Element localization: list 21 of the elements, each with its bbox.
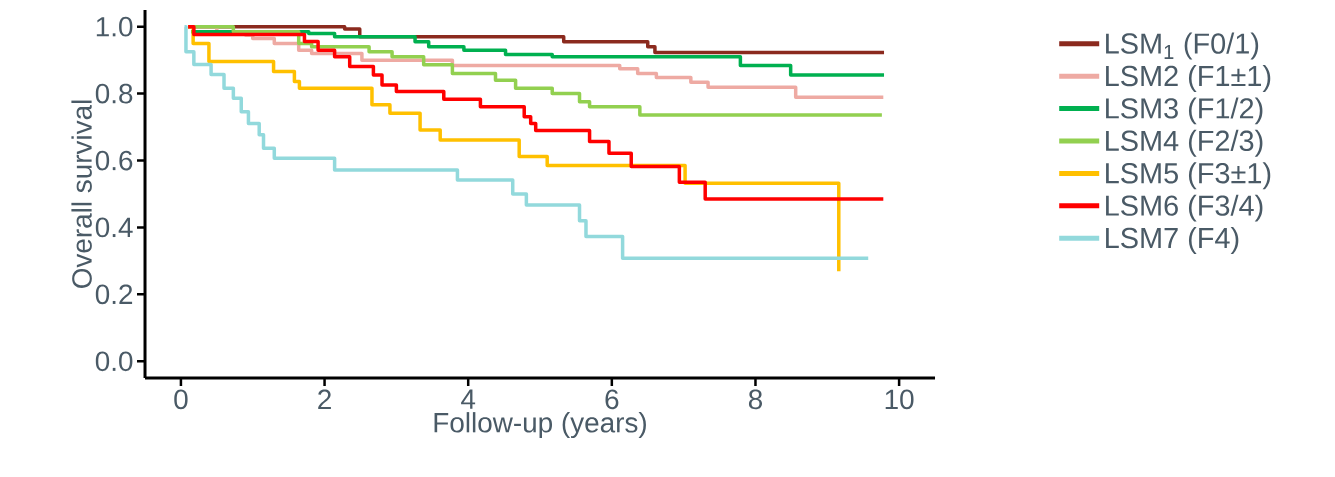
x-tick-label: 4 (461, 389, 476, 409)
legend-label: LSM3 (F1/2) (1106, 97, 1263, 125)
legend-label: LSM2 (F1±1) (1106, 64, 1271, 92)
x-tick-label: 8 (748, 389, 763, 410)
x-tick-label: 0 (174, 389, 188, 410)
legend-label: LSM6 (F3/4) (1106, 194, 1263, 222)
legend-label: LSM5 (F3±1) (1106, 162, 1271, 190)
y-tick-label: 1.0 (96, 16, 133, 37)
x-axis-title: Follow-up (years) (434, 412, 646, 439)
y-tick-label: 0.8 (95, 83, 133, 104)
y-tick-label: 0.0 (95, 351, 133, 372)
legend-label: LSM$_{1}$ (F0/1) (1106, 32, 1259, 60)
legend-label: LSM4 (F2/3) (1106, 129, 1263, 157)
x-tick-label: 10 (885, 389, 914, 410)
y-tick-label: 0.6 (95, 150, 133, 171)
y-tick-label: 0.2 (95, 284, 133, 305)
y-tick-label: 0.4 (95, 217, 133, 238)
x-tick-label: 6 (605, 389, 619, 410)
legend-label: LSM7 (F4) (1106, 227, 1239, 254)
x-tick-label: 2 (318, 389, 331, 409)
y-axis-title: Overall survival (71, 100, 92, 288)
